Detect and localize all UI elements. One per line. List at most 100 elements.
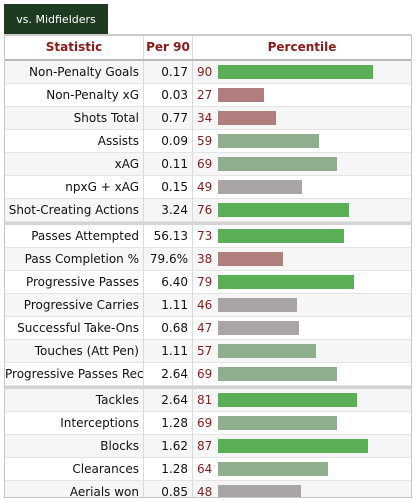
per90-value: 0.17	[161, 65, 188, 79]
stat-name: Progressive Passes Rec	[5, 367, 144, 381]
percentile-bar	[218, 275, 354, 289]
stat-name: Progressive Passes	[25, 275, 139, 289]
table-row: Aerials won 0.85 48	[5, 481, 411, 498]
per90-value: 1.11	[161, 344, 188, 358]
per90-value: 0.09	[161, 134, 188, 148]
table-row: Blocks 1.62 87	[5, 435, 411, 458]
header-statistic[interactable]: Statistic	[45, 40, 103, 54]
percentile-value: 47	[197, 321, 213, 335]
percentile-bar	[218, 298, 297, 312]
percentile-bar	[218, 485, 301, 497]
percentile-value: 48	[197, 485, 213, 498]
stat-name: Non-Penalty Goals	[29, 65, 139, 79]
percentile-value: 73	[197, 229, 213, 243]
percentile-bar	[218, 111, 276, 125]
percentile-value: 79	[197, 275, 213, 289]
percentile-value: 59	[197, 134, 213, 148]
table-row: Non-Penalty Goals 0.17 90	[5, 61, 411, 84]
percentile-value: 46	[197, 298, 213, 312]
per90-value: 1.62	[161, 439, 188, 453]
percentile-value: 34	[197, 111, 213, 125]
percentile-bar	[218, 462, 328, 476]
table-row: Pass Completion % 79.6% 38	[5, 248, 411, 271]
stat-name: Progressive Carries	[23, 298, 139, 312]
stat-name: Aerials won	[69, 485, 139, 498]
table-row: Non-Penalty xG 0.03 27	[5, 84, 411, 107]
percentile-bar	[218, 252, 283, 266]
table-row: Progressive Passes 6.40 79	[5, 271, 411, 294]
table-row: Shots Total 0.77 34	[5, 107, 411, 130]
percentile-bar	[218, 393, 357, 407]
stat-name: Clearances	[72, 462, 139, 476]
stat-name: Non-Penalty xG	[46, 88, 139, 102]
per90-value: 0.03	[161, 88, 188, 102]
table-row: Progressive Carries 1.11 46	[5, 294, 411, 317]
stat-name: Shot-Creating Actions	[8, 203, 139, 217]
percentile-value: 69	[197, 367, 213, 381]
table-row: npxG + xAG 0.15 49	[5, 176, 411, 199]
stat-name: Blocks	[100, 439, 139, 453]
per90-value: 0.11	[161, 157, 188, 171]
header-percentile[interactable]: Percentile	[267, 40, 337, 54]
table-row: xAG 0.11 69	[5, 153, 411, 176]
stat-name: Assists	[97, 134, 139, 148]
percentile-value: 27	[197, 88, 213, 102]
per90-value: 0.15	[161, 180, 188, 194]
stat-name: Interceptions	[60, 416, 139, 430]
per90-value: 1.28	[161, 462, 188, 476]
percentile-bar	[218, 88, 264, 102]
percentile-bar	[218, 321, 299, 335]
percentile-value: 49	[197, 180, 213, 194]
percentile-bar	[218, 157, 337, 171]
group-divider	[5, 222, 411, 225]
per90-value: 2.64	[161, 393, 188, 407]
table-row: Assists 0.09 59	[5, 130, 411, 153]
stat-name: Touches (Att Pen)	[34, 344, 139, 358]
stat-name: Pass Completion %	[24, 252, 139, 266]
percentile-bar	[218, 344, 316, 358]
per90-value: 1.28	[161, 416, 188, 430]
percentile-value: 90	[197, 65, 213, 79]
tab-divider	[4, 34, 412, 35]
table-row: Shot-Creating Actions 3.24 76	[5, 199, 411, 222]
percentile-bar	[218, 439, 368, 453]
percentile-bar	[218, 134, 319, 148]
stat-name: npxG + xAG	[65, 180, 139, 194]
stat-name: xAG	[114, 157, 139, 171]
per90-value: 56.13	[153, 229, 188, 243]
percentile-table: Statistic Per 90 Percentile Non-Penalty …	[4, 35, 412, 498]
percentile-bar	[218, 180, 302, 194]
percentile-bar	[218, 416, 337, 430]
stat-name: Shots Total	[73, 111, 139, 125]
percentile-bar	[218, 203, 349, 217]
per90-value: 6.40	[161, 275, 188, 289]
table-row: Tackles 2.64 81	[5, 389, 411, 412]
tab-vs-midfielders[interactable]: vs. Midfielders	[4, 4, 108, 34]
table-row: Interceptions 1.28 69	[5, 412, 411, 435]
percentile-value: 81	[197, 393, 213, 407]
percentile-bar	[218, 229, 344, 243]
table-row: Clearances 1.28 64	[5, 458, 411, 481]
percentile-value: 57	[197, 344, 213, 358]
percentile-value: 76	[197, 203, 213, 217]
percentile-bar	[218, 367, 337, 381]
stat-name: Tackles	[95, 393, 139, 407]
per90-value: 0.68	[161, 321, 188, 335]
stat-name: Passes Attempted	[31, 229, 139, 243]
percentile-bar	[218, 65, 373, 79]
per90-value: 79.6%	[149, 252, 188, 266]
table-row: Progressive Passes Rec 2.64 69	[5, 363, 411, 386]
percentile-value: 69	[197, 157, 213, 171]
table-header: Statistic Per 90 Percentile	[5, 36, 411, 59]
per90-value: 2.64	[161, 367, 188, 381]
per90-value: 0.85	[161, 485, 188, 498]
percentile-value: 87	[197, 439, 213, 453]
table-row: Successful Take-Ons 0.68 47	[5, 317, 411, 340]
group-divider	[5, 386, 411, 389]
table-row: Touches (Att Pen) 1.11 57	[5, 340, 411, 363]
percentile-value: 64	[197, 462, 213, 476]
header-per90[interactable]: Per 90	[146, 40, 190, 54]
header-divider	[5, 59, 411, 61]
per90-value: 1.11	[161, 298, 188, 312]
stat-name: Successful Take-Ons	[17, 321, 139, 335]
